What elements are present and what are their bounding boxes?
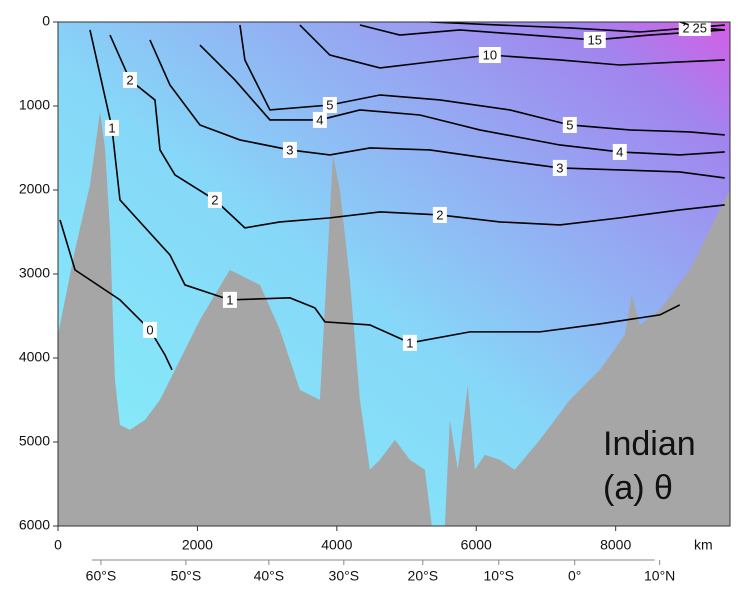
contour-line xyxy=(59,219,173,371)
contour-label: 1 xyxy=(108,120,115,135)
lat-tick-label: 0° xyxy=(568,568,581,584)
contour-line xyxy=(109,34,725,229)
lat-tick-label: 10°N xyxy=(644,568,675,584)
contour-label-bg xyxy=(552,159,567,176)
contour-label: 1 xyxy=(226,292,233,307)
y-tick-label: 0 xyxy=(42,13,50,29)
annotation: Indian xyxy=(603,425,696,463)
y-tick-label: 6000 xyxy=(19,517,50,533)
x-unit: km xyxy=(694,537,713,553)
x-tick-label: 2000 xyxy=(182,537,213,553)
lat-tick-label: 40°S xyxy=(254,568,285,584)
contour-line xyxy=(149,39,725,179)
y-tick-label: 3000 xyxy=(19,265,50,281)
contour-label: 10 xyxy=(483,47,497,62)
y-tick-label: 2000 xyxy=(19,181,50,197)
contour-label-bg xyxy=(583,31,606,48)
contour-label: 2 xyxy=(126,72,133,87)
contour-label: 4 xyxy=(316,112,323,127)
contour-label-bg xyxy=(612,143,627,160)
contour-label: 2 xyxy=(211,192,218,207)
contour-label-bg xyxy=(478,47,501,64)
contour-label: 3 xyxy=(286,142,293,157)
contour-line xyxy=(239,24,725,136)
contour-label-bg xyxy=(688,22,711,36)
lat-tick-label: 60°S xyxy=(86,568,117,584)
contour-label: 5 xyxy=(566,117,573,132)
y-tick-label: 1000 xyxy=(19,97,50,113)
plot-area: 011122233445510152025 xyxy=(58,20,730,526)
contour-line xyxy=(359,24,725,41)
contour-label-bg xyxy=(222,291,237,308)
contour-label-bg xyxy=(562,116,577,133)
lat-tick-label: 50°S xyxy=(171,568,202,584)
contour-label-bg xyxy=(432,206,447,223)
annotation: (a) θ xyxy=(603,469,673,507)
lat-tick-label: 30°S xyxy=(329,568,360,584)
contour-label-bg xyxy=(122,71,137,88)
contour-label-bg xyxy=(322,96,337,113)
contour-label: 3 xyxy=(556,160,563,175)
contour-label-bg xyxy=(282,141,297,158)
x-tick-label: 8000 xyxy=(600,537,631,553)
contour-line xyxy=(199,44,725,156)
contour-label-bg xyxy=(207,191,222,208)
y-tick-label: 5000 xyxy=(19,433,50,449)
x-tick-label: 6000 xyxy=(461,537,492,553)
lat-tick-label: 10°S xyxy=(484,568,515,584)
bathymetry xyxy=(58,111,730,526)
contour-label-bg xyxy=(402,334,417,351)
contour-label: 2 xyxy=(436,207,443,222)
y-tick-label: 4000 xyxy=(19,349,50,365)
contour-label-bg xyxy=(312,111,327,128)
contour-label: 1 xyxy=(406,335,413,350)
x-tick-label: 0 xyxy=(54,537,62,553)
lat-tick-label: 20°S xyxy=(408,568,439,584)
contour-label-bg xyxy=(104,119,119,136)
contour-line xyxy=(89,29,681,344)
contour-label: 5 xyxy=(326,97,333,112)
contour-label-bg xyxy=(142,321,157,338)
contour-label: 25 xyxy=(693,20,707,35)
x-tick-label: 4000 xyxy=(321,537,352,553)
contour-label: 4 xyxy=(616,144,623,159)
contour-label: 0 xyxy=(146,322,153,337)
contour-label: 15 xyxy=(588,32,602,47)
